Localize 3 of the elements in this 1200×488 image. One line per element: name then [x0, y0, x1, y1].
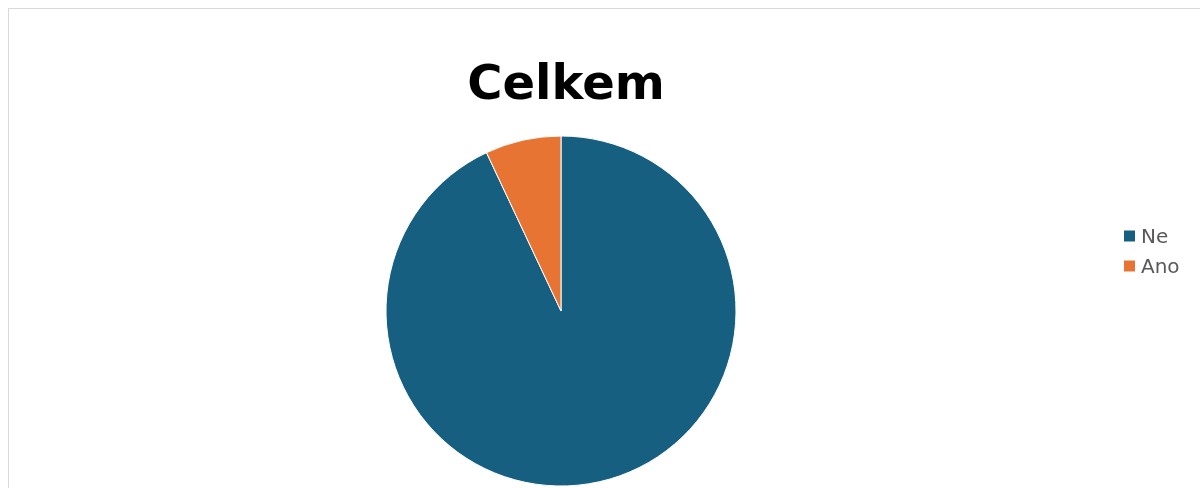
legend-label: Ne: [1141, 224, 1169, 248]
chart-title: Celkem: [467, 54, 665, 110]
legend-label: Ano: [1141, 254, 1180, 278]
